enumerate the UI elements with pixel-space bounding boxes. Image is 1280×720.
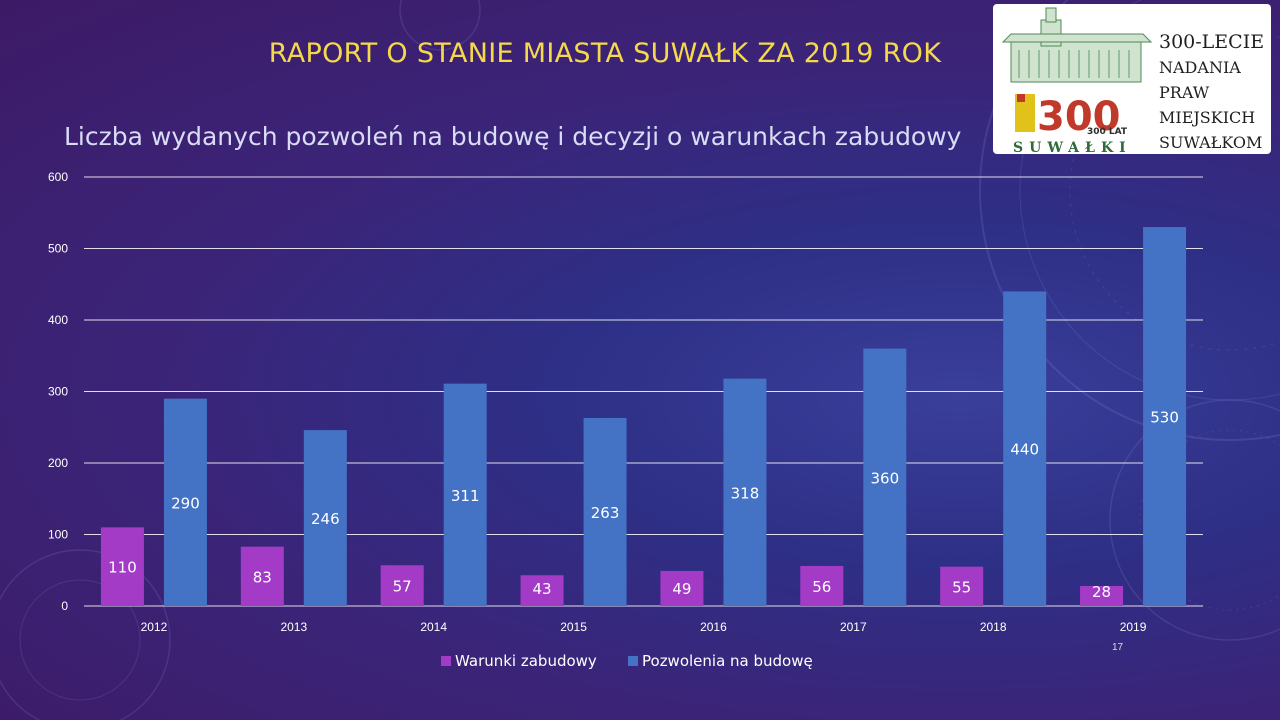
y-tick-label: 100 (48, 528, 68, 542)
data-label: 246 (311, 510, 340, 528)
bar-warunki (1080, 585, 1124, 606)
data-label: 110 (108, 559, 137, 577)
slide-title: RAPORT O STANIE MIASTA SUWAŁK ZA 2019 RO… (268, 38, 942, 69)
y-tick-label: 400 (48, 313, 68, 327)
y-tick-label: 200 (48, 456, 68, 470)
x-tick-label: 2014 (420, 620, 447, 634)
data-label: 56 (812, 578, 831, 596)
chart-title: Liczba wydanych pozwoleń na budowę i dec… (64, 122, 962, 151)
bar-pozwolenia (443, 383, 487, 606)
legend-label: Warunki zabudowy (455, 652, 597, 670)
logo-line-5: SUWAŁKOM (1159, 133, 1263, 152)
data-label: 263 (591, 504, 620, 522)
town-hall-emblem: 300 300 LAT SUWAŁKI (1001, 7, 1153, 154)
y-tick-label: 0 (61, 599, 68, 613)
bar-pozwolenia (1003, 291, 1047, 606)
bar-pozwolenia (863, 348, 907, 606)
bar-pozwolenia (163, 398, 207, 606)
bar-pozwolenia (583, 417, 627, 606)
x-tick-label: 2018 (980, 620, 1007, 634)
logo-line-3: PRAW (1159, 83, 1210, 102)
data-label: 49 (672, 580, 691, 598)
x-tick-label: 2013 (280, 620, 307, 634)
logo-caption: 300-LECIE NADANIA PRAW MIEJSKICH SUWAŁKO… (1159, 30, 1267, 154)
bar-warunki (380, 565, 424, 606)
logo-line-4: MIEJSKICH (1159, 108, 1256, 127)
bar-pozwolenia (723, 378, 767, 606)
data-label: 318 (731, 484, 760, 502)
bar-warunki (940, 566, 984, 606)
x-tick-label: 2016 (700, 620, 727, 634)
data-label: 530 (1150, 409, 1179, 427)
data-label: 28 (1092, 583, 1111, 601)
anniversary-logo: 300 300 LAT SUWAŁKI 300-LECIE NADANIA PR… (993, 4, 1271, 154)
bar-warunki (100, 527, 144, 606)
legend-label: Pozwolenia na budowę (642, 652, 813, 670)
data-label: 43 (533, 580, 552, 598)
x-tick-label: 2015 (560, 620, 587, 634)
city-text: SUWAŁKI (1013, 140, 1132, 154)
data-label: 360 (870, 469, 899, 487)
data-label: 311 (451, 487, 480, 505)
logo-line-1: 300-LECIE (1159, 31, 1265, 53)
data-label: 290 (171, 494, 200, 512)
logo-line-2: NADANIA (1159, 58, 1241, 77)
page-number: 17 (1112, 642, 1124, 653)
legend-swatch (628, 656, 638, 666)
bar-warunki (800, 565, 844, 606)
bar-warunki (240, 546, 284, 606)
svg-text:300: 300 (1037, 94, 1121, 140)
bar-warunki (520, 575, 564, 606)
bar-pozwolenia (303, 430, 347, 606)
x-tick-label: 2019 (1120, 620, 1147, 634)
data-label: 55 (952, 578, 971, 596)
y-tick-label: 300 (48, 385, 68, 399)
x-tick-label: 2012 (141, 620, 168, 634)
data-label: 440 (1010, 441, 1039, 459)
bar-pozwolenia (1143, 227, 1187, 607)
bar-warunki (660, 570, 704, 606)
legend-swatch (441, 656, 451, 666)
x-tick-label: 2017 (840, 620, 867, 634)
y-tick-label: 500 (48, 242, 68, 256)
data-label: 83 (253, 568, 272, 586)
y-tick-label: 600 (48, 170, 68, 184)
emblem-text: 300 LAT (1087, 127, 1128, 137)
data-label: 57 (393, 578, 412, 596)
